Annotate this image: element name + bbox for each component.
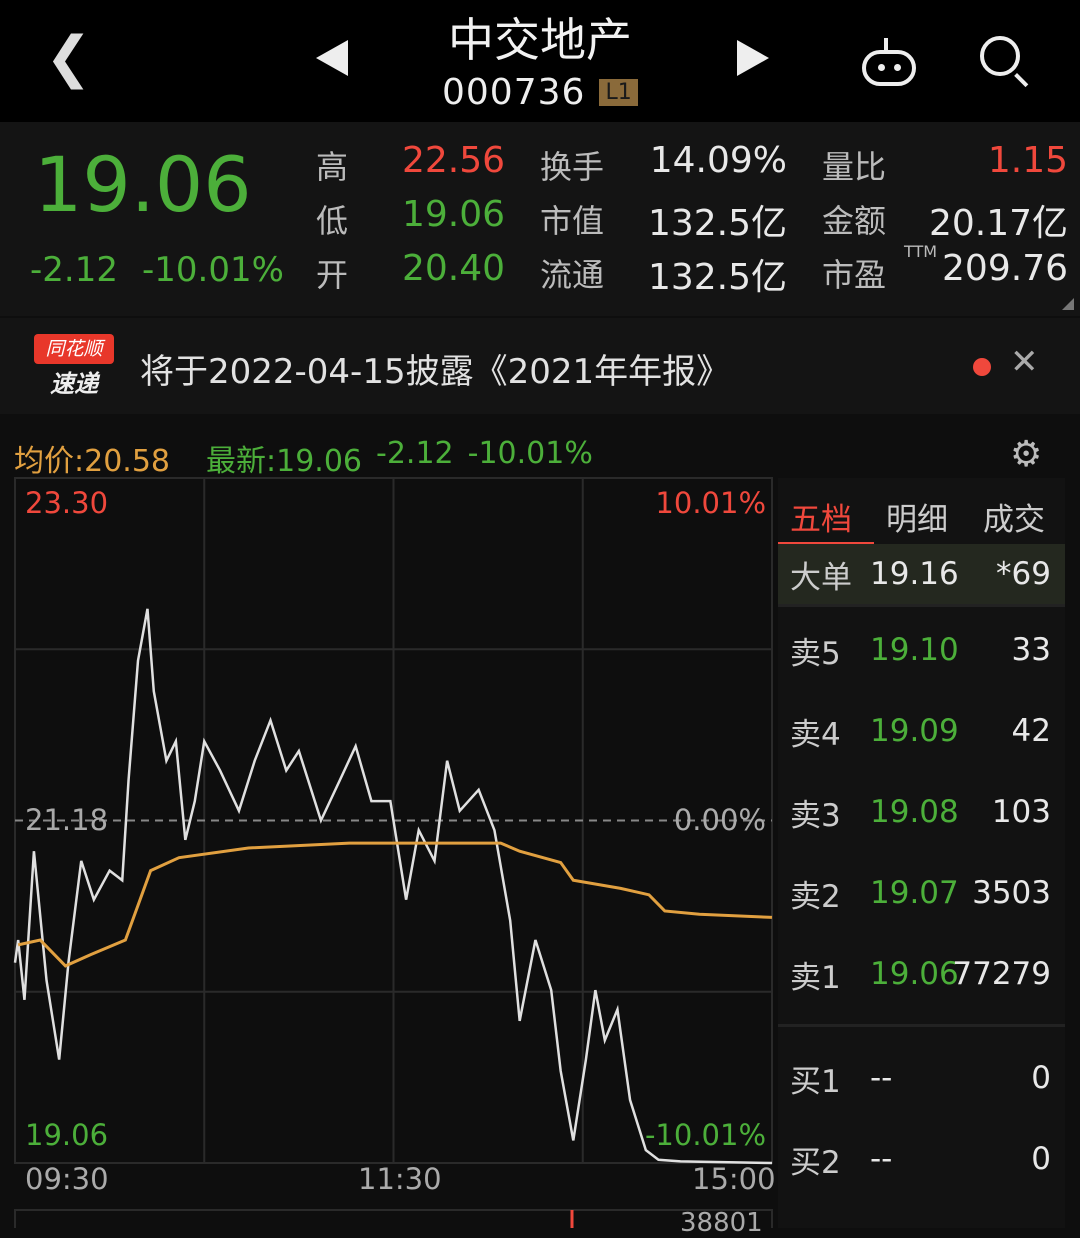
tab-trades[interactable]: 成交 [983,502,1045,538]
news-text[interactable]: 将于2022-04-15披露《2021年年报》 [140,352,731,392]
news-banner[interactable]: 同花顺 速递 将于2022-04-15披露《2021年年报》 ✕ [0,318,1080,414]
current-price: 19.06 [34,140,252,229]
y-label-bottom: 19.06 [25,1118,109,1152]
level-price: 19.07 [870,875,959,911]
level-price: 19.06 [870,956,959,992]
stat-label: 市盈 [822,256,887,294]
stat-value: 19.06 [401,194,505,235]
back-icon[interactable]: ❮ [45,25,92,90]
level-price: 19.08 [870,794,959,830]
header: ❮ 中交地产 000736 L1 [0,0,1080,122]
stat-value: 22.56 [401,140,505,181]
pct-label-top: 10.01% [655,486,766,520]
avg-price-label: 均价:20.58 [14,444,170,479]
latest-change-pct: -10.01% [467,436,593,471]
prev-stock-icon[interactable] [316,40,348,76]
stat-label: 金额 [822,202,887,240]
average-line [17,841,773,968]
level-label: 买1 [790,1063,841,1100]
level-label: 卖4 [790,716,841,753]
big-order-price: 19.16 [870,556,959,592]
level-price: 19.10 [870,632,959,668]
quote-stats: 19.06 -2.12 -10.01% 高 22.56 低 19.06 开 20.40 换手… [0,122,1080,316]
price-line [13,608,773,1165]
big-order-label: 大单 [790,559,852,596]
level-label: 卖2 [790,878,841,915]
level-label: 买2 [790,1144,841,1181]
stat-label: 流通 [540,256,605,294]
orderbook-row[interactable]: 卖1 19.06 77279 [778,944,1065,1004]
big-order-qty: *69 [996,556,1051,592]
x-label-open: 09:30 [25,1162,109,1196]
level-label: 卖3 [790,797,841,834]
tab-five-levels[interactable]: 五档 [790,502,852,538]
x-label-mid: 11:30 [358,1162,442,1196]
level-price: 19.09 [870,713,959,749]
expand-corner-icon[interactable] [1062,298,1074,310]
level-price: -- [870,1060,893,1096]
level-badge: L1 [599,79,638,106]
level-qty: 42 [1011,713,1051,749]
level-qty: 0 [1031,1060,1051,1096]
latest-price-label: 最新:19.06 [206,444,362,479]
orderbook-row[interactable]: 卖4 19.09 42 [778,701,1065,761]
stat-value: 20.40 [401,248,505,289]
big-order-row[interactable]: 大单 19.16 *69 [778,544,1065,604]
orderbook-panel: 五档 明细 成交 大单 19.16 *69 卖5 19.10 33 卖4 19.09 42… [778,478,1065,1228]
volume-frame [14,1209,773,1228]
tab-five-levels-underline [778,542,874,545]
y-label-mid: 21.18 [25,803,109,837]
x-label-close: 15:00 [692,1162,776,1196]
next-stock-icon[interactable] [737,40,769,76]
pct-label-mid: 0.00% [673,803,766,837]
level-qty: 77279 [952,956,1051,992]
tab-detail[interactable]: 明细 [886,502,948,538]
level-qty: 33 [1011,632,1051,668]
price-change: -2.12 [30,250,118,290]
stat-value: 132.5亿 [647,257,787,298]
level-price: -- [870,1141,893,1177]
stat-label: 开 [316,256,349,294]
stat-sup: TTM [904,242,938,261]
stat-label: 低 [316,202,349,240]
pct-label-bottom: -10.01% [644,1118,766,1152]
stat-value: 20.17亿 [928,203,1068,244]
orderbook-row[interactable]: 卖5 19.10 33 [778,620,1065,680]
tonghuashun-logo: 同花顺 速递 [34,334,114,398]
robot-assistant-icon[interactable] [862,38,916,86]
stat-value: 14.09% [649,140,787,181]
unread-dot [973,358,991,376]
stat-value: 209.76 [942,248,1068,289]
orderbook-row[interactable]: 买1 -- 0 [778,1048,1065,1108]
stock-name: 中交地产 [448,13,632,67]
level-label: 卖5 [790,635,841,672]
price-change-pct: -10.01% [142,250,284,290]
stat-label: 量比 [822,148,887,186]
level-qty: 3503 [972,875,1051,911]
y-label-top: 23.30 [25,486,109,520]
stat-label: 市值 [540,202,605,240]
stat-label: 换手 [540,148,605,186]
close-icon[interactable]: ✕ [1010,342,1039,382]
latest-change: -2.12 [376,436,454,471]
level-label: 卖1 [790,959,841,996]
stat-label: 高 [316,148,349,186]
orderbook-row[interactable]: 卖3 19.08 103 [778,782,1065,842]
chart-info-bar: 均价:20.58 最新:19.06 -2.12 -10.01% [14,436,593,480]
search-icon[interactable] [980,36,1029,88]
orderbook-row[interactable]: 买2 -- 0 [778,1129,1065,1189]
stat-value: 1.15 [987,140,1068,181]
settings-gear-icon[interactable]: ⚙ [1010,434,1043,475]
intraday-chart[interactable] [0,470,778,1228]
level-qty: 0 [1031,1141,1051,1177]
level-qty: 103 [991,794,1051,830]
stat-value: 132.5亿 [647,203,787,244]
stock-code: 000736 [442,72,586,113]
volume-max-label: 38801 [680,1208,763,1238]
orderbook-row[interactable]: 卖2 19.07 3503 [778,863,1065,923]
